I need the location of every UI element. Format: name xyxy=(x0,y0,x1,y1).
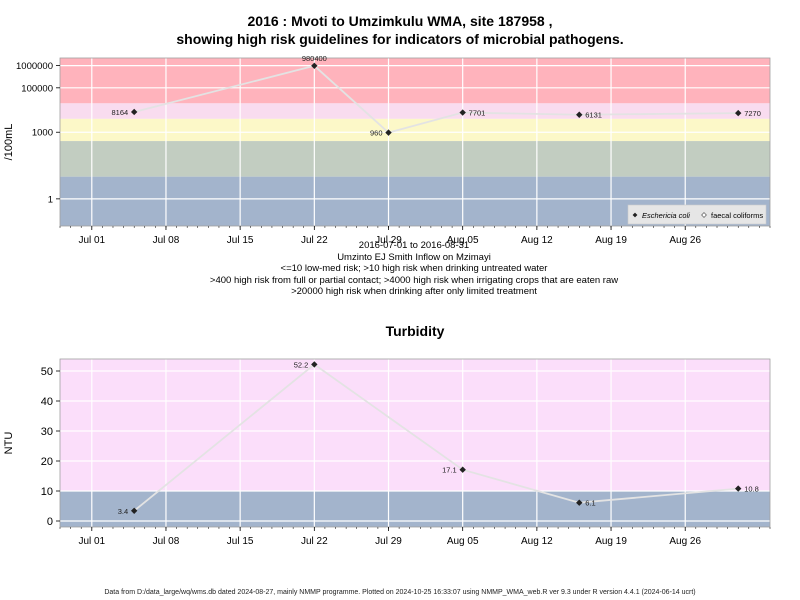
data-point xyxy=(735,485,742,492)
x-tick-label: Aug 26 xyxy=(669,536,701,547)
date-range: 2016-07-01 to 2016-08-31 xyxy=(358,240,470,251)
risk-band xyxy=(60,141,770,177)
y-tick-label: 1000000 xyxy=(16,61,53,72)
footer-note: Data from D:/data_large/wq/wms.db dated … xyxy=(104,589,696,596)
data-point xyxy=(735,109,742,117)
data-point xyxy=(311,361,318,368)
legend-ecoli-label: Eschericia coli xyxy=(642,211,690,220)
data-label: 6131 xyxy=(585,111,602,120)
x-tick-label: Aug 05 xyxy=(447,235,479,246)
data-label: 980400 xyxy=(302,54,327,63)
data-point xyxy=(385,129,392,136)
y-tick-label: 30 xyxy=(41,426,53,438)
plot-frame xyxy=(59,57,771,227)
y-tick-label: 20 xyxy=(41,456,53,468)
data-label: 6.1 xyxy=(585,499,595,508)
x-tick-label: Jul 22 xyxy=(301,235,328,246)
turbidity-chart: Turbidity Jul 01 Jul 08 Jul 15 Jul 22 Jul 29 A… xyxy=(3,323,771,547)
x-tick-label: Jul 29 xyxy=(375,536,402,547)
risk-band xyxy=(60,359,770,491)
plot-frame xyxy=(59,358,771,528)
x-tick-label: Aug 05 xyxy=(447,536,479,547)
x-tick-label: Aug 12 xyxy=(521,235,553,246)
chart-title-line-2: showing high risk guidelines for indicat… xyxy=(176,31,624,47)
x-tick-label: Jul 15 xyxy=(227,235,254,246)
guideline-contact-irrigation: >400 high risk from full or partial cont… xyxy=(209,274,619,286)
y-tick-label: 100000 xyxy=(21,83,53,94)
data-point xyxy=(576,111,583,118)
x-tick-label: Jul 01 xyxy=(78,536,105,547)
y-axis-title: /100mL xyxy=(3,124,15,161)
y-tick-label: 1000 xyxy=(32,128,53,139)
legend-box xyxy=(627,204,767,225)
legend-ecoli-marker xyxy=(632,212,638,218)
data-point xyxy=(311,62,318,69)
turbidity-title: Turbidity xyxy=(386,323,445,339)
data-label: 10.8 xyxy=(744,485,759,494)
x-tick-label: Jul 22 xyxy=(301,536,328,547)
data-label: 7701 xyxy=(469,109,486,118)
y-tick-label: 1 xyxy=(48,194,53,205)
x-tick-label: Jul 08 xyxy=(153,235,180,246)
ecoli-chart: Jul 01 Jul 08 Jul 15 Jul 22 Jul 29 Aug 05 Aug … xyxy=(3,54,771,246)
x-tick-label: Jul 08 xyxy=(153,536,180,547)
legend-faecal-label: faecal coliforms xyxy=(711,211,763,220)
chart-title-line-1: 2016 : Mvoti to Umzimkulu WMA, site 1879… xyxy=(247,13,553,29)
x-tick-label: Aug 26 xyxy=(669,235,701,246)
risk-band xyxy=(60,118,770,142)
y-axis-title: NTU xyxy=(3,432,15,455)
data-point xyxy=(459,466,466,473)
data-label: 960 xyxy=(370,129,383,138)
legend-faecal-marker xyxy=(701,212,707,218)
data-label: 3.4 xyxy=(118,507,128,516)
y-tick-label: 40 xyxy=(41,396,53,408)
guideline-limited-treatment: >20000 high risk when drinking after onl… xyxy=(291,286,537,298)
x-tick-label: Aug 19 xyxy=(595,235,627,246)
data-point xyxy=(130,108,138,116)
x-tick-label: Jul 15 xyxy=(227,536,254,547)
x-tick-label: Jul 29 xyxy=(375,235,402,246)
chart-info-block: 2016-07-01 to 2016-08-31 Umzinto EJ Smit… xyxy=(0,240,800,298)
x-tick-label: Jul 01 xyxy=(78,235,105,246)
series-line xyxy=(133,64,739,134)
data-label: 7270 xyxy=(744,109,761,118)
data-label: 52.2 xyxy=(294,360,309,369)
data-label: 17.1 xyxy=(442,466,457,475)
y-tick-label: 0 xyxy=(47,516,53,528)
site-name: Umzinto EJ Smith Inflow on Mzimayi xyxy=(337,251,491,263)
data-label: 8164 xyxy=(111,108,128,117)
guideline-drinking: <=10 low-med risk; >10 high risk when dr… xyxy=(280,263,548,275)
x-tick-label: Aug 12 xyxy=(521,536,553,547)
data-point xyxy=(459,109,466,116)
x-tick-label: Aug 19 xyxy=(595,536,627,547)
y-tick-label: 50 xyxy=(41,366,53,378)
y-tick-label: 10 xyxy=(41,486,53,498)
data-point xyxy=(576,499,583,506)
